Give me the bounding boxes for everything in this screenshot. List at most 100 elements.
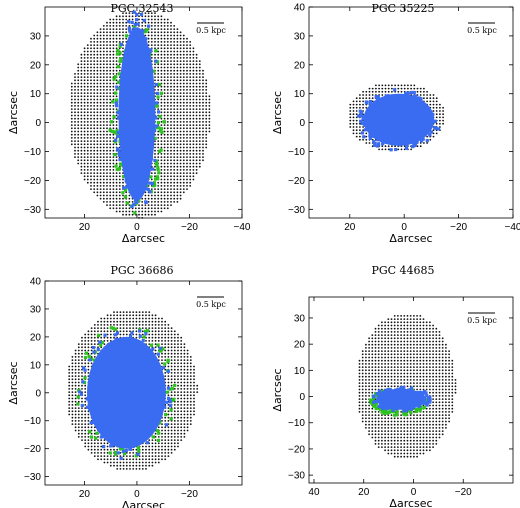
data-point xyxy=(189,162,192,165)
data-point xyxy=(166,159,169,162)
data-point xyxy=(405,143,409,147)
data-point xyxy=(74,111,76,114)
data-point xyxy=(77,105,80,107)
data-point xyxy=(205,108,208,110)
data-point xyxy=(90,448,93,451)
data-point xyxy=(170,197,172,200)
data-point xyxy=(179,194,182,197)
data-point xyxy=(179,153,182,155)
data-point xyxy=(106,44,108,46)
data-point xyxy=(176,175,179,178)
data-point xyxy=(164,340,167,342)
data-point xyxy=(116,317,119,320)
data-point xyxy=(138,464,141,467)
data-point xyxy=(145,455,147,457)
data-point xyxy=(96,127,99,130)
data-point xyxy=(106,153,108,155)
data-point xyxy=(77,162,80,165)
data-point xyxy=(84,388,87,390)
data-point xyxy=(77,63,80,66)
data-point xyxy=(176,60,179,62)
data-point xyxy=(381,140,385,144)
data-point xyxy=(102,73,105,75)
data-point xyxy=(106,111,108,114)
data-point xyxy=(202,105,204,107)
data-point xyxy=(132,320,135,323)
data-point xyxy=(163,82,166,85)
data-point xyxy=(177,356,179,358)
data-point xyxy=(381,87,384,90)
data-point xyxy=(87,349,90,352)
data-point xyxy=(118,197,121,200)
data-point xyxy=(173,105,176,107)
data-point xyxy=(84,404,87,406)
data-point xyxy=(99,124,102,126)
data-point xyxy=(71,397,74,400)
data-point xyxy=(77,153,80,155)
data-point xyxy=(167,349,170,352)
data-point xyxy=(109,169,112,171)
data-point xyxy=(112,25,115,27)
data-point xyxy=(77,372,80,374)
data-point xyxy=(157,50,160,53)
data-point xyxy=(179,169,182,171)
data-point xyxy=(77,343,80,345)
data-point xyxy=(97,442,99,445)
data-point xyxy=(170,146,172,149)
data-point xyxy=(71,375,74,377)
data-point xyxy=(122,18,124,21)
data-point xyxy=(189,394,192,397)
data-point xyxy=(110,129,115,133)
data-point xyxy=(173,416,176,419)
data-point xyxy=(180,394,183,397)
data-point xyxy=(160,98,163,101)
data-point xyxy=(160,21,163,24)
data-point xyxy=(115,69,118,72)
data-point xyxy=(193,413,195,416)
data-point xyxy=(163,57,166,59)
data-point xyxy=(90,127,92,130)
data-point xyxy=(183,356,186,358)
data-point xyxy=(202,146,204,149)
data-point xyxy=(182,92,185,94)
data-point xyxy=(109,194,112,197)
data-point xyxy=(102,76,105,78)
data-point xyxy=(93,445,96,448)
data-point xyxy=(208,98,211,101)
data-point xyxy=(151,314,154,317)
data-point xyxy=(141,461,144,464)
data-point xyxy=(106,461,109,464)
data-point xyxy=(182,137,185,139)
data-point xyxy=(170,343,173,345)
data-point xyxy=(186,149,188,152)
data-point xyxy=(177,384,179,387)
data-point xyxy=(189,356,192,358)
data-point xyxy=(157,25,160,27)
data-point xyxy=(170,121,172,123)
data-point xyxy=(160,15,163,18)
x-tick-label: −40 xyxy=(234,222,251,233)
data-point xyxy=(179,175,182,178)
data-point xyxy=(170,185,172,187)
data-point xyxy=(401,94,405,98)
data-point xyxy=(87,442,90,445)
data-point xyxy=(141,452,144,454)
data-point xyxy=(180,336,183,339)
data-point xyxy=(109,314,112,317)
y-tick-label: −20 xyxy=(288,176,305,187)
data-point xyxy=(106,73,108,75)
data-point xyxy=(70,95,73,98)
data-point xyxy=(68,381,71,384)
data-point xyxy=(359,122,361,125)
data-point xyxy=(113,458,115,461)
data-point xyxy=(125,25,128,27)
data-point xyxy=(163,165,166,168)
data-point xyxy=(157,461,160,464)
data-point xyxy=(135,330,138,333)
data-point xyxy=(77,420,80,422)
data-point xyxy=(137,189,141,193)
y-tick-label: 30 xyxy=(30,31,42,42)
data-point xyxy=(153,115,157,119)
data-point xyxy=(164,458,167,461)
data-point xyxy=(154,73,156,75)
